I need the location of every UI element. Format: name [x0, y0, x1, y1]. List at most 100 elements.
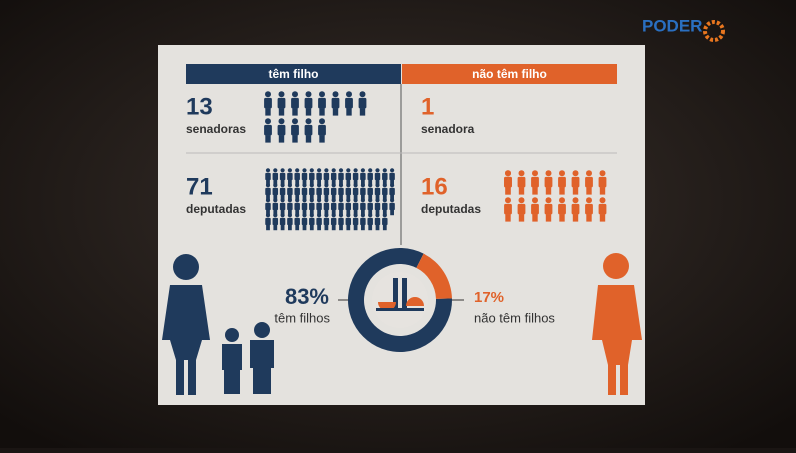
person-body [531, 203, 539, 215]
person-body [265, 202, 271, 211]
person-legs [339, 179, 343, 186]
person-head [368, 213, 373, 218]
person-body [301, 187, 308, 196]
person-body [279, 202, 286, 211]
person-body [352, 172, 359, 181]
woman-figure [592, 253, 642, 395]
person-legs [339, 224, 343, 231]
percent-caption: não têm filhos [474, 310, 555, 325]
person-legs [309, 224, 314, 231]
person-body [265, 187, 271, 196]
person-legs [295, 209, 300, 216]
person-legs [280, 224, 285, 231]
column-header-label: não têm filho [472, 67, 547, 81]
person-legs [266, 209, 270, 216]
person-head [375, 168, 380, 173]
person-head [375, 198, 380, 203]
person-head [382, 183, 387, 188]
person-head [273, 198, 278, 203]
person-head [324, 198, 329, 203]
count: 71 [186, 173, 213, 200]
person-head [353, 168, 358, 173]
person-body [316, 172, 322, 181]
person-head [302, 168, 307, 173]
person-legs [382, 179, 387, 186]
person-head [265, 118, 271, 125]
person-legs [390, 194, 394, 201]
person-body [330, 202, 337, 211]
person-body [309, 217, 315, 226]
person-head [302, 213, 307, 218]
person-body [367, 187, 373, 196]
person-head [382, 168, 387, 173]
person-icons [264, 91, 367, 143]
person-legs [346, 108, 352, 116]
person-body [323, 187, 330, 196]
person-body [598, 176, 607, 188]
person-legs [273, 209, 278, 216]
person-body [345, 97, 353, 109]
count-label: deputadas [186, 202, 246, 216]
person-legs [339, 209, 343, 216]
person-body [345, 187, 352, 196]
person-head [338, 168, 344, 173]
person-head [265, 213, 271, 218]
person-body [360, 172, 366, 181]
person-legs [273, 224, 278, 231]
person-legs [368, 224, 373, 231]
person-legs [266, 194, 270, 201]
person-body [264, 97, 272, 109]
person-body [374, 202, 381, 211]
count-label: senadoras [186, 122, 246, 136]
person-body [389, 187, 395, 196]
count-label: deputadas [421, 202, 481, 216]
person-legs [390, 179, 394, 186]
person-head [273, 213, 278, 218]
person-legs [309, 194, 314, 201]
person-body [345, 172, 352, 181]
person-head [338, 198, 344, 203]
person-head [353, 198, 358, 203]
person-head [586, 170, 592, 177]
person-body [279, 172, 286, 181]
person-legs [278, 135, 285, 143]
person-head [353, 213, 358, 218]
person-body [294, 202, 300, 211]
person-legs [331, 179, 336, 186]
person-icons [504, 170, 607, 222]
person-legs [273, 179, 278, 186]
person-head [599, 197, 606, 204]
person-legs [390, 209, 394, 216]
person-body [367, 202, 373, 211]
person-body [291, 97, 299, 109]
person-legs [353, 179, 358, 186]
person-legs [295, 224, 300, 231]
brand: PODER [642, 16, 702, 35]
person-body [352, 187, 359, 196]
person-head [319, 118, 325, 125]
person-legs [288, 194, 292, 201]
person-body [323, 217, 330, 226]
person-body [571, 203, 580, 215]
person-legs [278, 108, 285, 116]
person-legs [302, 194, 307, 201]
person-head [338, 213, 344, 218]
person-head [368, 198, 373, 203]
person-head [346, 183, 351, 188]
person-head [382, 213, 387, 218]
person-head [559, 197, 565, 204]
person-head [382, 198, 387, 203]
person-body [301, 217, 308, 226]
person-body [309, 187, 315, 196]
person-legs [375, 194, 380, 201]
person-legs [382, 209, 387, 216]
person-body [272, 172, 279, 181]
person-head [505, 170, 511, 177]
person-body [382, 202, 388, 211]
person-body [571, 176, 580, 188]
person-body [331, 97, 340, 109]
person-body [598, 203, 607, 215]
person-body [287, 187, 293, 196]
person-head [309, 183, 314, 188]
person-head [295, 213, 300, 218]
